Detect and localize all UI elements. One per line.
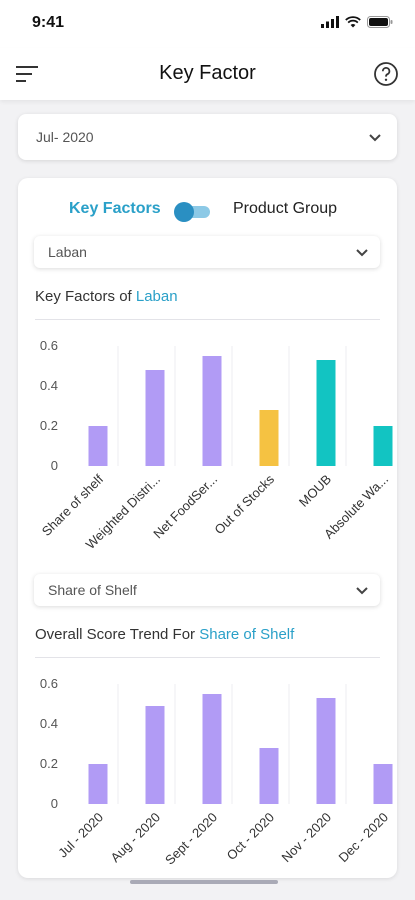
divider [35,319,380,320]
date-select[interactable]: Jul- 2020 [18,114,397,160]
bar[interactable] [202,694,222,804]
chevron-down-icon [369,134,381,142]
page-title: Key Factor [159,62,256,84]
chevron-down-icon [356,587,368,595]
key-factor-card: Key Factors Product Group Laban Key Fact… [18,178,397,878]
y-tick-label: 0.4 [40,378,58,393]
bar[interactable] [88,426,108,466]
battery-icon [367,16,393,28]
product-select-value: Laban [48,244,87,260]
product-select[interactable]: Laban [34,236,380,268]
x-tick-label: Out of Stocks [211,471,277,537]
menu-icon[interactable] [16,64,40,84]
bar[interactable] [145,706,165,804]
status-bar: 9:41 [0,0,415,48]
bar[interactable] [202,356,222,466]
y-tick-label: 0.2 [40,756,58,771]
key-factors-title-prefix: Key Factors of [35,288,132,305]
x-tick-label: Aug - 2020 [108,810,164,866]
trend-title: Overall Score Trend For Share of Shelf [35,626,294,643]
key-factors-title: Key Factors of Laban [35,288,178,305]
status-icons [321,16,393,28]
factor-select-value: Share of Shelf [48,582,137,598]
date-select-value: Jul- 2020 [36,129,94,145]
chevron-down-icon [356,249,368,257]
y-tick-label: 0 [51,796,58,811]
divider [35,657,380,658]
y-tick-label: 0.6 [40,338,58,353]
toggle-knob [174,202,194,222]
bar[interactable] [316,698,336,804]
bar[interactable] [88,764,108,804]
x-tick-label: Sept - 2020 [162,810,220,868]
factor-select[interactable]: Share of Shelf [34,574,380,606]
bar[interactable] [259,748,279,804]
y-tick-label: 0.2 [40,418,58,433]
bar[interactable] [316,360,336,466]
x-tick-label: MOUB [296,472,334,510]
y-tick-label: 0.6 [40,676,58,691]
x-tick-label: Jul - 2020 [55,810,106,861]
score-trend-chart: 0 0.2 0.4 0.6 Jul - 2020 Aug - 2020 Sept - 202… [18,664,397,878]
trend-title-prefix: Overall Score Trend For [35,626,196,643]
status-time: 9:41 [32,14,65,31]
x-tick-label: Jan - 2021 [394,810,397,864]
product-group-toggle-label[interactable]: Product Group [233,200,338,217]
key-factors-title-highlight: Laban [135,288,178,305]
view-toggle-switch[interactable] [174,202,212,222]
bar[interactable] [145,370,165,466]
signal-icon [321,16,339,28]
help-icon[interactable] [373,61,399,87]
home-indicator [130,880,278,884]
x-tick-label: Oct - 2020 [224,810,278,864]
key-factors-toggle-label[interactable]: Key Factors [69,200,161,217]
y-tick-label: 0.4 [40,716,58,731]
app-header: Key Factor [0,48,415,100]
x-tick-label: Dec - 2020 [336,810,392,866]
wifi-icon [345,16,361,28]
key-factors-chart: 0 0.2 0.4 0.6 Share of shelf Weighted Distri.… [18,326,397,566]
view-toggle-row: Key Factors Product Group [18,198,397,222]
y-tick-label: 0 [51,458,58,473]
bar[interactable] [373,426,393,466]
bar[interactable] [373,764,393,804]
bar[interactable] [259,410,279,466]
x-tick-label: Nov - 2020 [279,810,335,866]
trend-title-highlight: Share of Shelf [199,626,295,643]
